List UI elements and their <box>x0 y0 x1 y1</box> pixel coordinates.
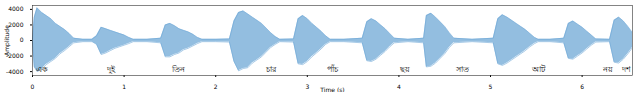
svg-text:দশ: দশ <box>621 65 631 74</box>
svg-text:ছয়: ছয় <box>399 65 410 74</box>
svg-text:2000: 2000 <box>8 21 23 28</box>
svg-text:4000: 4000 <box>8 5 23 12</box>
svg-text:তিন: তিন <box>171 65 185 74</box>
svg-text:0: 0 <box>31 83 35 90</box>
svg-text:আট: আট <box>531 64 546 74</box>
svg-text:-4000: -4000 <box>6 68 24 75</box>
svg-text:সাত: সাত <box>455 65 470 74</box>
svg-text:1: 1 <box>122 83 126 90</box>
svg-text:4: 4 <box>397 83 401 90</box>
svg-text:এক: এক <box>36 65 48 74</box>
svg-text:নয়: নয় <box>602 65 613 74</box>
svg-text:চার: চার <box>265 65 277 74</box>
svg-text:Amplitude: Amplitude <box>3 25 11 56</box>
svg-text:3: 3 <box>305 83 309 90</box>
svg-text:0: 0 <box>20 36 24 43</box>
svg-text:Time (s): Time (s) <box>319 86 344 92</box>
svg-text:পাঁচ: পাঁচ <box>327 64 339 74</box>
svg-text:দুই: দুই <box>106 65 116 74</box>
svg-text:2: 2 <box>214 83 218 90</box>
svg-text:5: 5 <box>489 83 493 90</box>
svg-text:-2000: -2000 <box>6 52 24 59</box>
svg-text:6: 6 <box>580 83 584 90</box>
